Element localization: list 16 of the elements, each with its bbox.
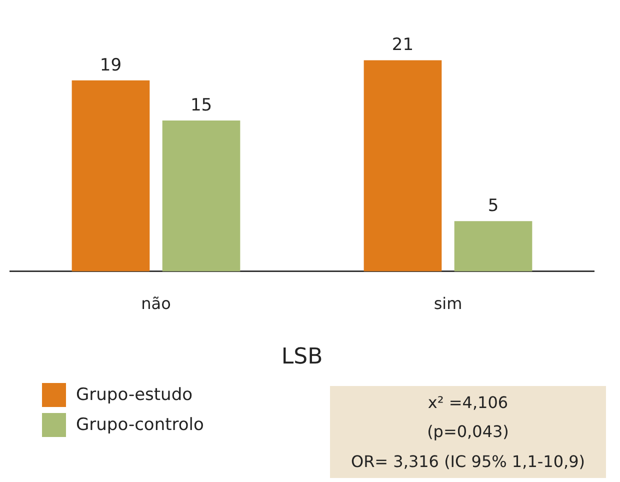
data-label: 5 [488, 196, 499, 216]
bar [454, 221, 532, 272]
legend-label: Grupo-estudo [76, 385, 193, 405]
data-label: 19 [100, 55, 122, 76]
bar [364, 60, 442, 272]
x-tick-label: não [141, 294, 171, 314]
text: (p=0,043) [427, 422, 509, 442]
text: x² =4,106 [428, 393, 508, 412]
text: OR= 3,316 (IC 95% 1,1-10,9) [350, 452, 586, 471]
x-axis-title: LSB [281, 344, 323, 370]
x-tick-label: sim [434, 294, 462, 314]
data-label: 21 [392, 35, 414, 56]
legend-label: Grupo-controlo [76, 415, 204, 435]
data-label: 15 [190, 95, 212, 116]
bar [162, 120, 240, 272]
bar [72, 80, 150, 272]
